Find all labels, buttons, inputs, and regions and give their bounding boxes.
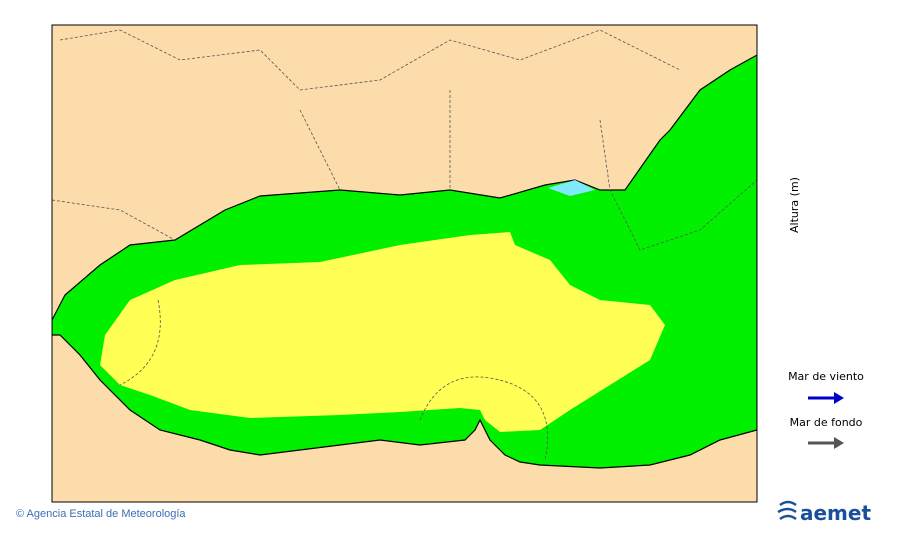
legend-swell: Mar de fondo	[790, 416, 863, 429]
map	[52, 25, 757, 502]
map-frame	[51, 24, 758, 503]
logo: aemet	[777, 500, 871, 525]
borders	[52, 29, 757, 461]
legend-wind-head	[834, 392, 844, 404]
sea-yellow	[100, 232, 665, 432]
sea-cyan	[548, 180, 595, 196]
legend-swell-head	[834, 437, 844, 449]
colorbar-title: Altura (m)	[788, 177, 801, 233]
legend-wind: Mar de viento	[788, 370, 864, 383]
logo-text: aemet	[800, 501, 871, 525]
credit: © Agencia Estatal de Meteorología	[16, 508, 186, 520]
